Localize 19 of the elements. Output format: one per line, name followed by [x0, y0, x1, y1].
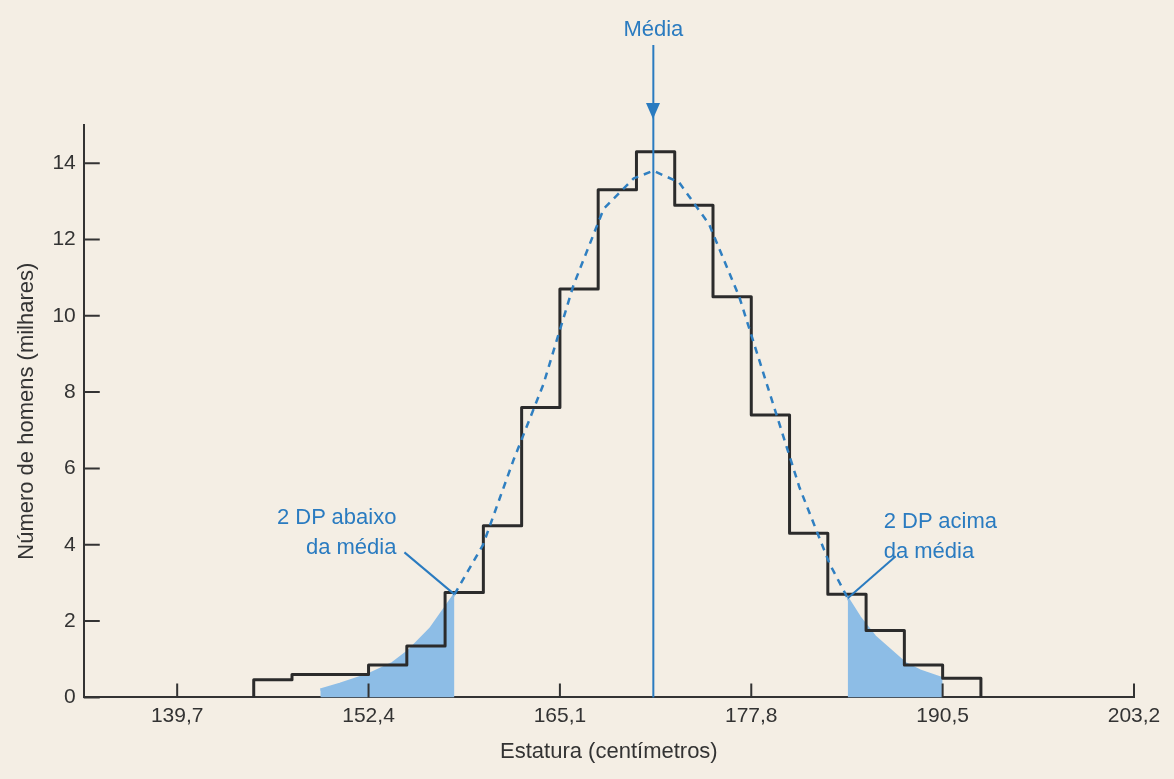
x-tick-label: 177,8: [724, 702, 778, 726]
x-tick-label: 152,4: [342, 702, 396, 726]
y-tick-label: 4: [64, 531, 77, 555]
y-tick-label: 6: [64, 455, 76, 479]
ref-line-label: Média: [623, 16, 685, 42]
y-tick-label: 12: [52, 226, 76, 250]
y-axis-title: Número de homens (milhares): [13, 262, 39, 560]
x-axis-title: Estatura (centímetros): [500, 737, 718, 763]
x-tick-label: 203,2: [1107, 702, 1161, 726]
y-tick-label: 8: [64, 378, 76, 402]
x-tick-label: 165,1: [533, 702, 587, 726]
x-tick-label: 190,5: [916, 702, 969, 726]
y-tick-label: 14: [52, 149, 77, 173]
y-tick-label: 10: [52, 302, 76, 326]
x-tick-label: 139,7: [150, 702, 204, 726]
y-tick-label: 2: [64, 607, 76, 631]
annotation: 2 DP abaixo da média: [276, 504, 398, 560]
y-tick-label: 0: [64, 684, 76, 708]
annotation: 2 DP acima da média: [883, 508, 998, 564]
